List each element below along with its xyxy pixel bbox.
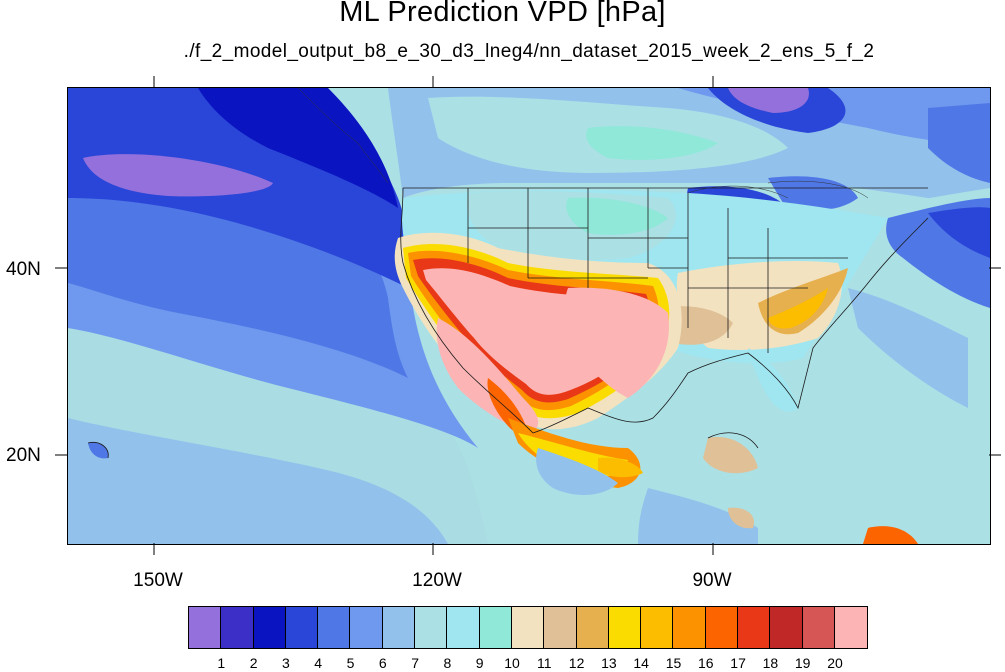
latitude-label: 40N (6, 259, 41, 280)
colorbar-swatch (641, 607, 674, 648)
colorbar-level-label: 1 (217, 655, 226, 671)
map-subtitle: ./f_2_model_output_b8_e_30_d3_lneg4/nn_d… (183, 41, 875, 62)
colorbar-level-label: 20 (827, 655, 843, 671)
vpd-contour-field (68, 88, 990, 544)
colorbar-swatch (738, 607, 771, 648)
colorbar-swatch (253, 607, 286, 648)
colorbar-swatch (770, 607, 803, 648)
colorbar-level-label: 8 (443, 655, 452, 671)
colorbar-level-label: 10 (504, 655, 520, 671)
colorbar-level-label: 14 (633, 655, 649, 671)
colorbar-swatch (834, 607, 868, 648)
colorbar-swatch (544, 607, 577, 648)
longitude-label: 120W (412, 570, 462, 591)
colorbar-level-label: 12 (568, 655, 585, 671)
colorbar-swatch (350, 607, 383, 648)
colorbar-level-label: 11 (537, 655, 552, 671)
colorbar-swatch (415, 607, 448, 648)
map-title: ML Prediction VPD [hPa] (339, 0, 666, 28)
colorbar-level-label: 18 (762, 655, 779, 671)
colorbar-swatch (608, 607, 642, 648)
colorbar-swatch (285, 607, 319, 648)
latitude-label: 20N (6, 445, 41, 466)
colorbar-level-label: 15 (665, 655, 682, 671)
colorbar-swatch (221, 607, 254, 648)
colorbar-level-label: 13 (601, 655, 617, 671)
colorbar-level-label: 5 (346, 655, 355, 671)
longitude-label: 150W (133, 570, 183, 591)
colorbar-swatch (802, 607, 835, 648)
colorbar-swatch (447, 607, 480, 648)
colorbar-swatch (511, 607, 545, 648)
colorbar-swatch (673, 607, 706, 648)
colorbar-swatch (382, 607, 416, 648)
colorbar-level-label: 16 (698, 655, 714, 671)
longitude-label: 90W (692, 570, 732, 591)
colorbar-swatch (576, 607, 609, 648)
colorbar-swatch (705, 607, 739, 648)
colorbar-level-label: 9 (475, 655, 484, 671)
colorbar-level-label: 7 (411, 655, 419, 671)
colorbar-level-label: 6 (378, 655, 387, 671)
colorbar-level-label: 4 (314, 655, 323, 671)
vpd-map (67, 87, 991, 545)
colorbar-swatch (189, 607, 222, 648)
colorbar-swatch (318, 607, 351, 648)
colorbar-level-label: 2 (249, 655, 258, 671)
colorbar-level-label: 3 (281, 655, 290, 671)
colorbar-swatch (479, 607, 512, 648)
colorbar-level-label: 19 (794, 655, 811, 671)
colorbar-level-label: 17 (730, 655, 746, 671)
colorbar (188, 606, 869, 649)
